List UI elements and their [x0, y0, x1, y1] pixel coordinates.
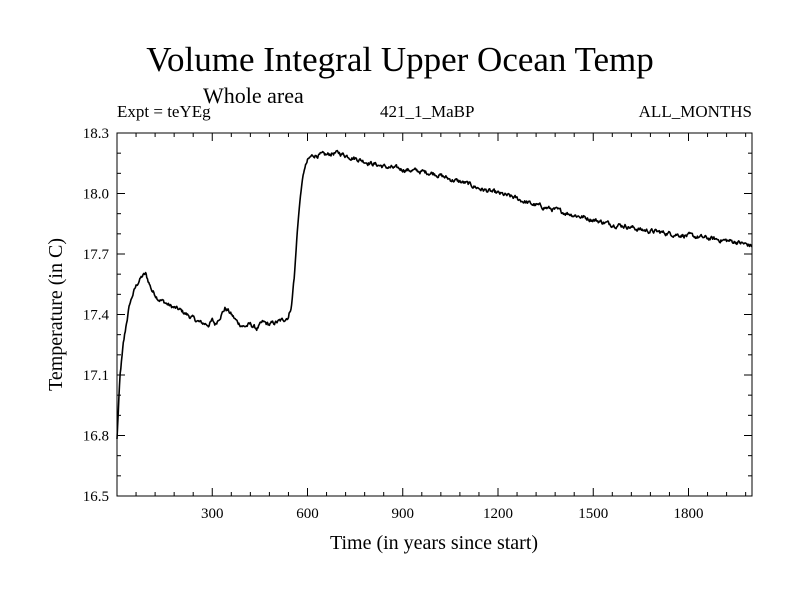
run-id-label: 421_1_MaBP: [380, 102, 475, 121]
x-tick-label: 300: [201, 506, 224, 522]
y-tick-label: 17.1: [83, 368, 109, 384]
series-line: [116, 149, 753, 440]
experiment-label: Expt = teYEg: [117, 102, 211, 121]
x-axis-label: Time (in years since start): [330, 532, 538, 554]
y-tick-label: 17.7: [83, 247, 110, 263]
x-tick-label: 1200: [483, 506, 513, 522]
x-tick-label: 900: [392, 506, 415, 522]
y-axis-label: Temperature (in C): [45, 238, 67, 391]
x-axis: 300 600 900 1200 1500 1800: [135, 133, 747, 522]
x-tick-label: 600: [296, 506, 319, 522]
plot-frame: [116, 132, 753, 497]
chart-title: Volume Integral Upper Ocean Temp: [146, 40, 654, 79]
y-tick-label: 17.4: [83, 308, 110, 324]
months-label: ALL_MONTHS: [638, 102, 752, 121]
y-tick-label: 18.3: [83, 126, 109, 142]
y-axis: 16.5 16.8 17.1 17.4 17.7 18.0 18.3: [83, 126, 752, 505]
x-tick-label: 1800: [674, 506, 704, 522]
y-tick-label: 18.0: [83, 187, 109, 203]
y-tick-label: 16.8: [83, 429, 109, 445]
x-tick-label: 1500: [578, 506, 608, 522]
series-layer: [116, 149, 753, 440]
chart-subtitle: Whole area: [203, 83, 304, 108]
y-tick-label: 16.5: [83, 489, 109, 505]
